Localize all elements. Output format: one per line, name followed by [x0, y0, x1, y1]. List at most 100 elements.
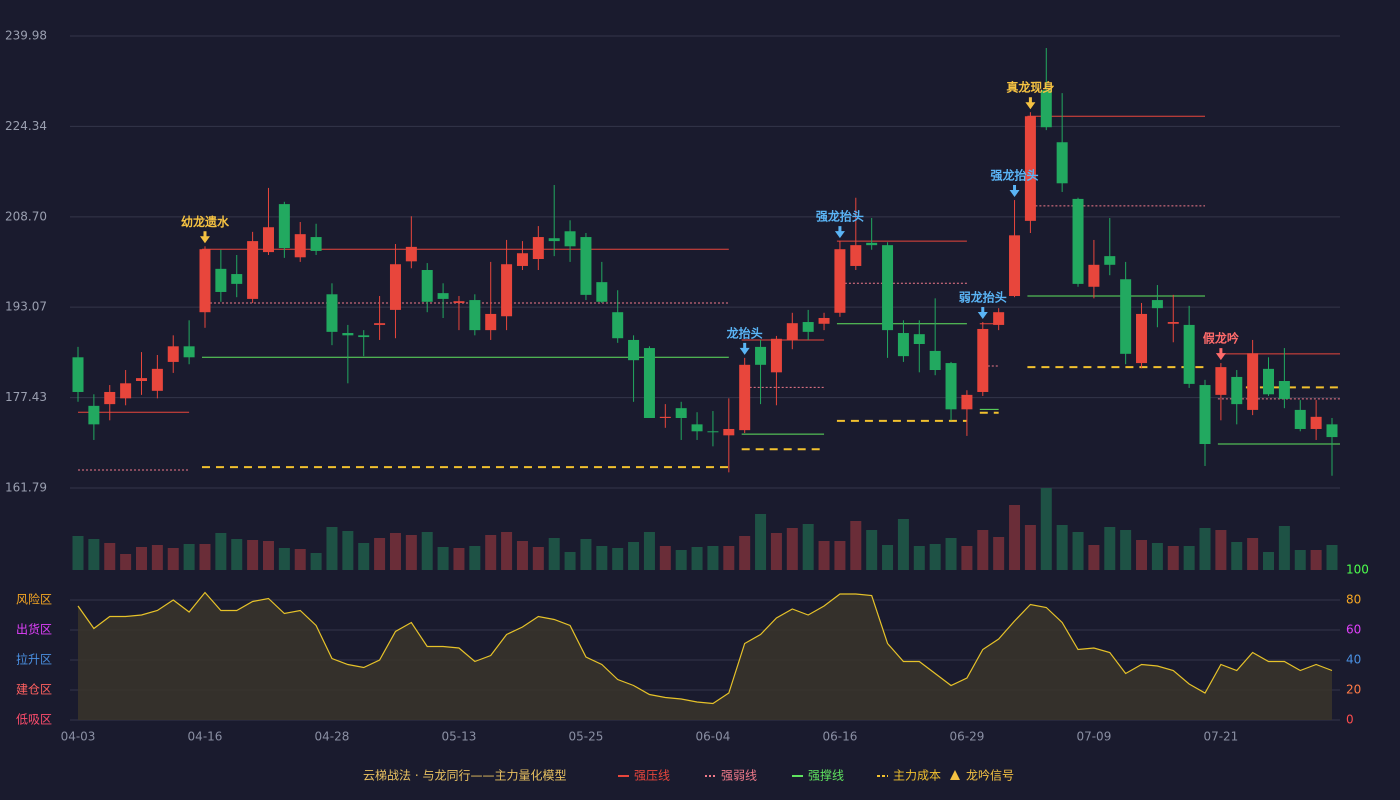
volume-bar [755, 514, 767, 570]
candle-body [913, 334, 925, 345]
volume-bar [405, 535, 417, 570]
signal-label: 弱龙抬头 [959, 290, 1007, 305]
volume-bar [326, 527, 338, 570]
signal-label: 假龙吟 [1203, 331, 1239, 346]
x-tick-label: 04-16 [188, 730, 223, 744]
candle-body [977, 328, 989, 392]
x-tick-label: 04-03 [61, 730, 96, 744]
signal-arrow [739, 342, 750, 355]
candle-body [723, 428, 735, 436]
volume-bar [739, 536, 751, 570]
volume-bar [262, 541, 274, 570]
candle-body [1009, 235, 1021, 297]
candle-body [1247, 353, 1259, 410]
candle-body [389, 264, 401, 310]
volume-bar [516, 541, 528, 570]
legend-title: 云梯战法 · 与龙同行——主力量化模型 [363, 769, 566, 783]
y2-tick-label: 20 [1346, 683, 1361, 697]
volume-bar [818, 541, 830, 570]
volume-bar [501, 532, 513, 570]
candle-body [1310, 416, 1322, 429]
volume-bar [786, 528, 798, 570]
candle-body [183, 346, 195, 358]
volume-bar [882, 545, 894, 570]
y2-tick-label: 100 [1346, 563, 1369, 577]
candle-body [1278, 380, 1290, 399]
volume-bar [1326, 545, 1338, 570]
volume-bar [1231, 542, 1243, 570]
zone-label: 建仓区 [16, 683, 52, 697]
zone-label: 拉升区 [16, 652, 52, 667]
indicator-line [77, 591, 1333, 705]
candle-body [659, 416, 671, 418]
volume-bar [675, 550, 687, 570]
volume-bar [628, 542, 640, 570]
candle-body [247, 241, 259, 299]
volume-bar [802, 524, 814, 570]
candle-body [929, 350, 941, 371]
volume-bar [1278, 526, 1290, 570]
candle-body [1104, 256, 1116, 265]
volume-bar [120, 554, 132, 570]
candle-body [310, 237, 322, 251]
candle-body [151, 368, 163, 391]
volume-bar [1151, 543, 1163, 570]
volume-bar [88, 539, 100, 570]
volume-bar [659, 546, 671, 570]
candle-body [1215, 367, 1227, 395]
volume-bar [231, 539, 243, 570]
signal-label: 幼龙遗水 [181, 214, 230, 229]
volume-bar [850, 521, 862, 570]
volume-bar [342, 531, 354, 570]
legend-label: 强压线 [634, 769, 670, 783]
candle-body [326, 294, 338, 332]
y-tick-label: 177.43 [5, 390, 47, 404]
candle-body [1294, 409, 1306, 429]
volume-bar [389, 533, 401, 570]
candle-body [707, 431, 719, 433]
candle-body [612, 312, 624, 339]
candle-body [516, 253, 528, 266]
volume-bar [612, 548, 624, 570]
candle-body [786, 323, 798, 340]
y2-tick-label: 60 [1346, 623, 1361, 637]
candle-body [1231, 376, 1243, 405]
candle-body [1120, 279, 1132, 354]
candle-body [1136, 313, 1148, 364]
y2-tick-label: 0 [1346, 713, 1354, 727]
volume-bar [961, 546, 973, 570]
volume-bar [104, 543, 116, 570]
candle-body [1072, 198, 1084, 284]
candle-body [485, 313, 497, 331]
volume-bar [278, 548, 290, 570]
volume-bar [358, 543, 370, 570]
volume-bar [707, 546, 719, 570]
candle-body [1326, 424, 1338, 438]
volume-bar [1040, 488, 1052, 570]
candle-body [72, 357, 84, 392]
candle-body [532, 237, 544, 260]
volume-bar [834, 541, 846, 570]
legend-label: 强弱线 [721, 769, 757, 783]
candle-body [770, 338, 782, 373]
signal-label: 真龙现身 [1006, 80, 1054, 95]
volume-bar [135, 547, 147, 570]
volume-bar [548, 538, 560, 570]
candle-body [215, 268, 227, 292]
signal-label: 龙抬头 [727, 325, 763, 340]
volume-bar [453, 548, 465, 570]
y-tick-label: 224.34 [5, 119, 47, 133]
zone-label: 出货区 [16, 622, 52, 637]
candle-body [850, 245, 862, 266]
legend-label: 主力成本 [893, 769, 941, 783]
candle-body [1199, 385, 1211, 445]
x-tick-label: 07-09 [1076, 730, 1111, 744]
legend-label: 龙吟信号 [966, 768, 1014, 783]
candle-body [802, 322, 814, 332]
zone-label: 低吸区 [16, 713, 52, 727]
volume-bar [643, 532, 655, 570]
candle-body [469, 300, 481, 331]
candle-body [628, 339, 640, 361]
